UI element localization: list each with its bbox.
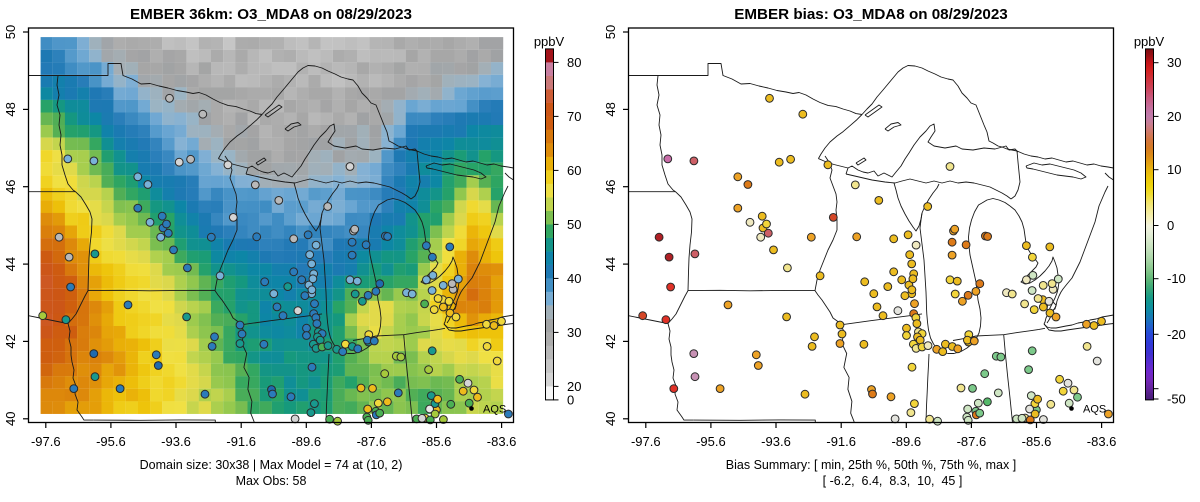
svg-text:80: 80 <box>567 55 581 70</box>
svg-text:42: 42 <box>603 334 618 348</box>
svg-text:-85.6: -85.6 <box>422 434 452 449</box>
svg-text:30: 30 <box>567 325 581 340</box>
svg-text:50: 50 <box>603 25 618 39</box>
svg-text:[ -6.2, 6.4, 8.3, 10, 45 ]: [ -6.2, 6.4, 8.3, 10, 45 ] <box>823 474 963 488</box>
svg-text:Domain size: 30x38 | Max Model: Domain size: 30x38 | Max Model = 74 at (… <box>140 458 403 472</box>
svg-text:30: 30 <box>1167 55 1181 70</box>
svg-text:-91.6: -91.6 <box>826 434 856 449</box>
svg-text:20: 20 <box>1167 109 1181 124</box>
svg-text:-93.6: -93.6 <box>761 434 791 449</box>
svg-text:40: 40 <box>567 271 581 286</box>
svg-text:AQS: AQS <box>483 404 506 416</box>
svg-text:48: 48 <box>603 102 618 116</box>
svg-text:46: 46 <box>3 179 18 193</box>
svg-text:42: 42 <box>3 334 18 348</box>
svg-text:AQS: AQS <box>1083 404 1106 416</box>
svg-text:44: 44 <box>3 257 18 271</box>
svg-text:EMBER 36km: O3_MDA8 on 08/29/2: EMBER 36km: O3_MDA8 on 08/29/2023 <box>130 6 412 23</box>
svg-text:10: 10 <box>1167 162 1181 177</box>
svg-text:40: 40 <box>603 412 618 426</box>
svg-text:-89.6: -89.6 <box>291 434 321 449</box>
svg-text:70: 70 <box>567 109 581 124</box>
svg-text:-89.6: -89.6 <box>891 434 921 449</box>
svg-text:-85.6: -85.6 <box>1022 434 1052 449</box>
svg-text:-97.6: -97.6 <box>31 434 61 449</box>
svg-text:40: 40 <box>3 412 18 426</box>
svg-text:50: 50 <box>567 217 581 232</box>
svg-text:ppbV: ppbV <box>1134 34 1165 49</box>
svg-text:44: 44 <box>603 257 618 271</box>
svg-text:0: 0 <box>1167 218 1174 233</box>
svg-text:-83.6: -83.6 <box>487 434 517 449</box>
svg-text:0: 0 <box>567 392 574 407</box>
svg-text:-95.6: -95.6 <box>96 434 126 449</box>
svg-text:48: 48 <box>3 102 18 116</box>
svg-text:Bias Summary: [ min, 25th %, 5: Bias Summary: [ min, 25th %, 50th %, 75t… <box>726 458 1016 472</box>
svg-text:-91.6: -91.6 <box>226 434 256 449</box>
svg-text:-20: -20 <box>1167 327 1186 342</box>
svg-text:46: 46 <box>603 179 618 193</box>
svg-text:EMBER bias: O3_MDA8 on 08/29/2: EMBER bias: O3_MDA8 on 08/29/2023 <box>734 6 1007 23</box>
svg-text:-87.6: -87.6 <box>957 434 987 449</box>
svg-text:-93.6: -93.6 <box>161 434 191 449</box>
svg-text:-97.6: -97.6 <box>631 434 661 449</box>
svg-text:-50: -50 <box>1167 392 1186 407</box>
svg-text:50: 50 <box>3 25 18 39</box>
svg-text:-95.6: -95.6 <box>696 434 726 449</box>
svg-text:-87.6: -87.6 <box>357 434 387 449</box>
svg-text:ppbV: ppbV <box>534 34 565 49</box>
svg-text:-10: -10 <box>1167 271 1186 286</box>
svg-text:Max Obs: 58: Max Obs: 58 <box>236 474 307 488</box>
svg-text:-83.6: -83.6 <box>1087 434 1117 449</box>
svg-text:60: 60 <box>567 163 581 178</box>
svg-text:20: 20 <box>567 379 581 394</box>
